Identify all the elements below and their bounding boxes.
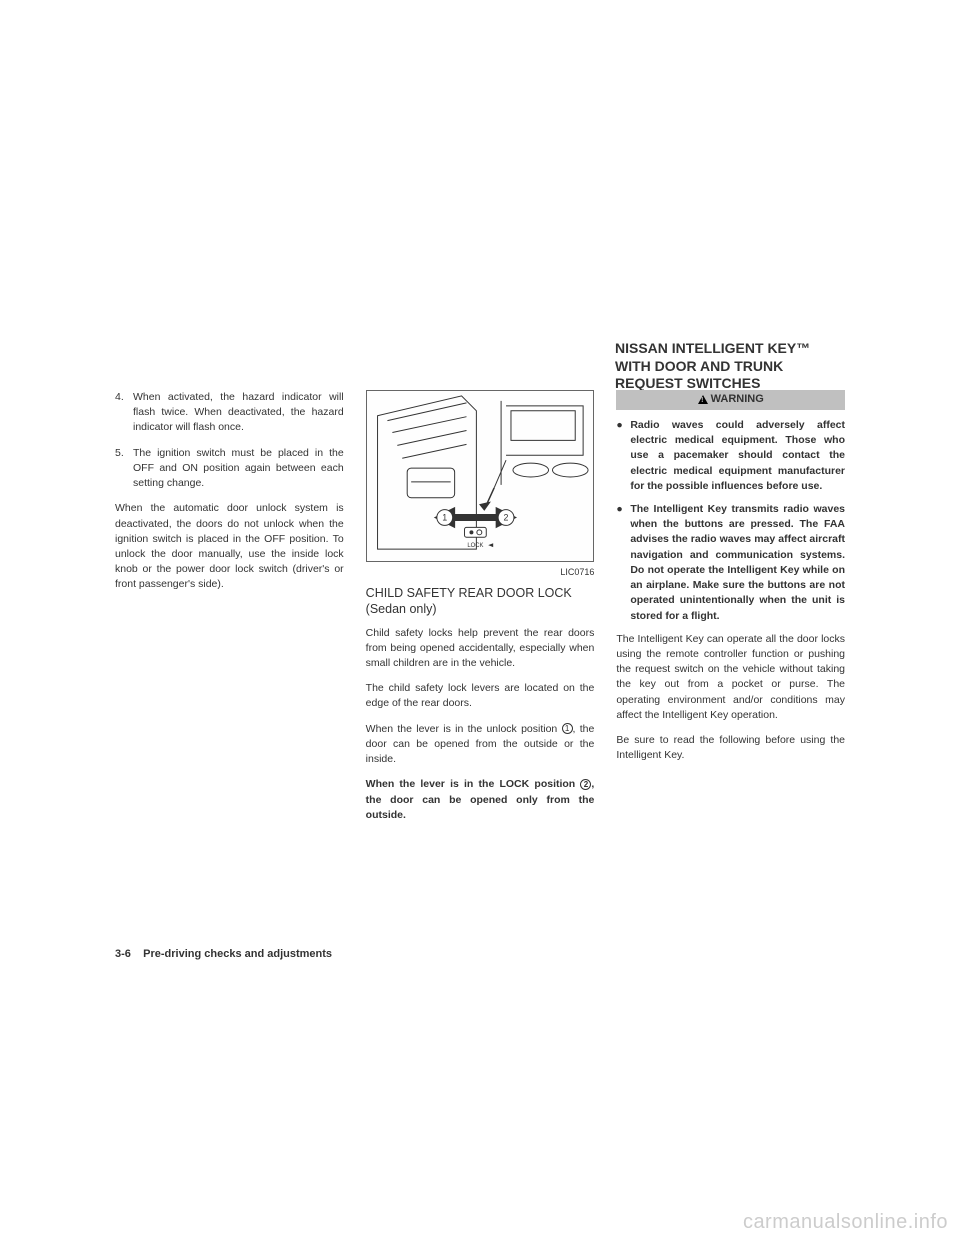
paragraph: The child safety lock levers are located…: [366, 681, 595, 711]
bullet-item: ● The Intelligent Key transmits radio wa…: [616, 502, 845, 624]
column-2: 1 2 LOCK LIC0716 CHILD SAFETY REAR DOOR …: [366, 390, 595, 833]
warning-label: WARNING: [711, 392, 764, 408]
warning-box: WARNING: [616, 390, 845, 410]
watermark: carmanualsonline.info: [743, 1211, 948, 1234]
bullet-mark: ●: [616, 502, 630, 624]
figure-child-lock: 1 2 LOCK: [366, 390, 595, 562]
bullet-text: Radio waves could adversely affect elect…: [630, 418, 845, 494]
fig-label-lock: LOCK: [467, 543, 483, 549]
section-title-nissan-key: NISSAN INTELLIGENT KEY™ WITH DOOR AND TR…: [615, 340, 845, 393]
text: When the lever is in the LOCK position: [366, 778, 581, 790]
list-item-5: 5. The ignition switch must be placed in…: [115, 446, 344, 492]
figure-caption: LIC0716: [366, 566, 595, 579]
paragraph: The Intelligent Key can operate all the …: [616, 632, 845, 723]
figure-illustration: 1 2 LOCK: [367, 391, 594, 561]
fig-label-1: 1: [442, 512, 447, 522]
paragraph-bold: When the lever is in the LOCK position 2…: [366, 777, 595, 823]
section-name: Pre-driving checks and adjustments: [143, 948, 332, 960]
list-item-4: 4. When activated, the hazard indicator …: [115, 390, 344, 436]
list-number: 5.: [115, 446, 133, 492]
bullet-text: The Intelligent Key transmits radio wave…: [630, 502, 845, 624]
list-text: The ignition switch must be placed in th…: [133, 446, 344, 492]
fig-label-2: 2: [503, 512, 508, 522]
column-3: WARNING ● Radio waves could adversely af…: [616, 390, 845, 833]
paragraph: Child safety locks help prevent the rear…: [366, 626, 595, 672]
list-number: 4.: [115, 390, 133, 436]
warning-title: WARNING: [616, 390, 845, 410]
paragraph: When the lever is in the unlock position…: [366, 722, 595, 768]
bullet-item: ● Radio waves could adversely affect ele…: [616, 418, 845, 494]
warning-icon: [698, 395, 708, 404]
list-text: When activated, the hazard indicator wil…: [133, 390, 344, 436]
text: When the lever is in the unlock position: [366, 723, 562, 735]
page-number: 3-6: [115, 948, 131, 960]
paragraph: Be sure to read the following before usi…: [616, 733, 845, 763]
circled-1: 1: [562, 723, 573, 734]
column-1: 4. When activated, the hazard indicator …: [115, 390, 344, 833]
page-content: 4. When activated, the hazard indicator …: [115, 390, 845, 833]
bullet-mark: ●: [616, 418, 630, 494]
page-footer: 3-6 Pre-driving checks and adjustments: [115, 948, 332, 960]
circled-2: 2: [580, 779, 591, 790]
paragraph: When the automatic door unlock system is…: [115, 501, 344, 592]
heading-child-safety: CHILD SAFETY REAR DOOR LOCK (Sedan only): [366, 585, 595, 618]
